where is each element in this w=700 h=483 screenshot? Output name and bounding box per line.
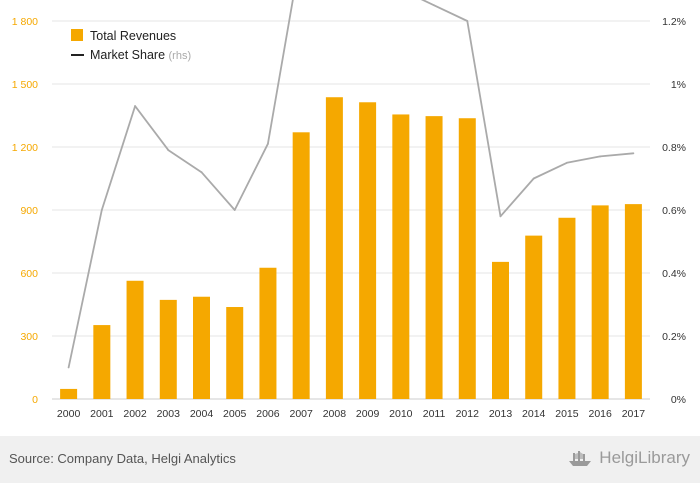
x-tick-label: 2005 [223, 408, 247, 420]
line-point [433, 4, 435, 7]
source-note: Source: Company Data, Helgi Analytics [9, 451, 236, 466]
y-right-tick-label: 0% [671, 394, 686, 406]
x-tick-label: 2004 [190, 408, 214, 420]
bar [425, 116, 443, 399]
x-tick-label: 2003 [157, 408, 181, 420]
y-left-tick-label: 0 [32, 394, 38, 406]
footer: Source: Company Data, Helgi Analytics He… [0, 436, 700, 483]
x-tick-label: 2010 [389, 408, 413, 420]
line-point [267, 142, 269, 145]
line-point [67, 366, 70, 369]
line-point [632, 152, 635, 155]
x-tick-label: 2017 [622, 408, 646, 420]
legend-swatch-revenues [71, 29, 83, 41]
bar [392, 114, 410, 399]
y-left-tick-label: 1 500 [12, 79, 38, 91]
line-point [167, 149, 170, 152]
bar [292, 132, 310, 400]
x-tick-label: 2009 [356, 408, 380, 420]
bar [325, 97, 343, 399]
y-left-tick-label: 300 [20, 331, 38, 343]
bar [193, 296, 210, 399]
brand-logo[interactable]: HelgiLibrary [567, 448, 690, 468]
line-point [200, 171, 203, 174]
x-tick-label: 2016 [588, 408, 612, 420]
bar [458, 118, 476, 399]
x-tick-label: 2001 [90, 408, 114, 420]
y-left-tick-label: 600 [20, 268, 38, 280]
bar [591, 205, 609, 399]
line-point [566, 161, 568, 164]
bar [525, 235, 543, 399]
line-point [100, 209, 103, 211]
ship-icon [569, 451, 592, 466]
x-tick-label: 2012 [456, 408, 480, 420]
y-left-tick-label: 900 [20, 205, 38, 217]
y-right-tick-label: 0.2% [662, 331, 686, 343]
y-right-tick-label: 0.4% [662, 268, 686, 280]
line-point [532, 177, 535, 180]
x-tick-label: 2011 [423, 408, 446, 420]
x-tick-label: 2014 [522, 408, 546, 420]
x-tick-label: 2008 [323, 408, 347, 420]
bar [60, 388, 78, 399]
x-tick-label: 2006 [256, 408, 280, 420]
y-right-tick-label: 1.2% [662, 16, 686, 28]
y-right-tick-label: 1% [671, 79, 686, 91]
legend-suffix: (rhs) [169, 50, 192, 62]
y-right-tick-label: 0.8% [662, 142, 686, 154]
line-point [233, 209, 236, 211]
line-point [499, 215, 502, 218]
x-tick-label: 2015 [555, 408, 579, 420]
x-tick-label: 2013 [489, 408, 513, 420]
line-point [466, 20, 469, 22]
bar [624, 204, 642, 399]
y-right-tick-label: 0.6% [662, 205, 686, 217]
legend-label-revenues: Total Revenues [90, 29, 176, 43]
bar [359, 102, 377, 400]
line-point [134, 105, 136, 107]
bar [159, 299, 177, 399]
x-tick-label: 2007 [289, 408, 313, 420]
bar [93, 325, 111, 399]
bar [492, 261, 509, 399]
market-share-line [67, 0, 634, 368]
bar [558, 217, 576, 399]
y-left-tick-label: 1 800 [12, 16, 38, 28]
chart: 0 300 600 900 1 200 1 500 1 800 0% 0.2% 0.4% 0.6% 0… [12, 0, 686, 420]
bar [259, 267, 277, 399]
bar [226, 307, 244, 399]
legend-label-market-share: Market Share (rhs) [90, 48, 191, 62]
x-tick-label: 2000 [57, 408, 81, 420]
bar [126, 280, 144, 399]
line-point [599, 155, 602, 158]
y-left-tick-label: 1 200 [12, 142, 38, 154]
brand-name: HelgiLibrary [599, 448, 690, 467]
x-tick-label: 2002 [123, 408, 147, 420]
